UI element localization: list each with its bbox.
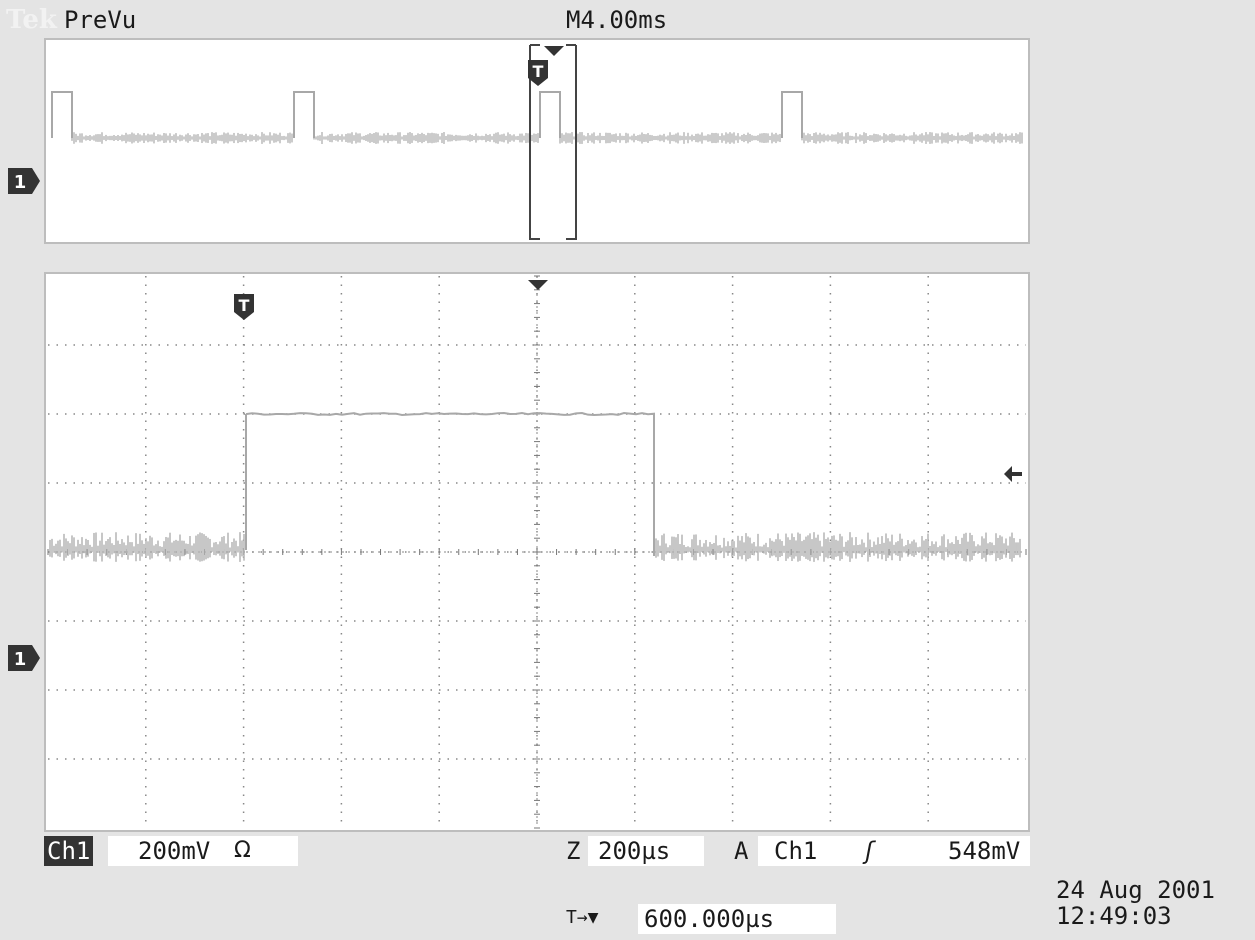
trigger-level-arrow-icon[interactable] xyxy=(1004,466,1022,482)
channel-scale-value: 200mV xyxy=(138,837,211,865)
zoom-prefix: Z xyxy=(566,837,581,865)
preview-waveform-svg xyxy=(51,44,1023,240)
timestamp-date: 24 Aug 2001 xyxy=(1056,876,1215,904)
channel-tag[interactable]: Ch1 xyxy=(44,836,94,866)
main-channel-number: 1 xyxy=(14,649,27,670)
horizontal-position-prefix-icon: T→▼ xyxy=(566,907,599,928)
graticule-grid xyxy=(47,275,1027,829)
trigger-source: Ch1 xyxy=(774,837,818,865)
brand-logo: Tek xyxy=(6,5,57,35)
channel-scale-box[interactable]: 200mV Ω xyxy=(108,836,298,866)
trigger-level-value: 548mV xyxy=(948,837,1021,865)
main-graticule-svg xyxy=(47,275,1027,829)
trigger-mode-label: A xyxy=(734,837,749,865)
zoom-timebase-box[interactable]: 200µs xyxy=(588,836,704,866)
impedance-symbol: Ω xyxy=(234,838,251,863)
horizontal-position-value: 600.000µs xyxy=(644,905,775,933)
trigger-readout-box[interactable]: Ch1 ʃ 548mV xyxy=(758,836,1030,866)
main-noise-trace xyxy=(49,532,1021,562)
preview-trigger-position-arrow xyxy=(544,46,564,56)
preview-pulse xyxy=(539,91,561,138)
timestamp-time: 12:49:03 xyxy=(1056,902,1172,930)
preview-trigger-letter: T xyxy=(533,62,544,81)
preview-pulse xyxy=(51,91,73,138)
preview-trigger-icon: T xyxy=(526,58,550,88)
preview-pulse xyxy=(781,91,803,138)
main-trigger-letter: T xyxy=(239,296,250,315)
preview-channel-1-marker[interactable]: 1 xyxy=(6,166,42,196)
main-display xyxy=(44,272,1030,832)
horizontal-position-box[interactable]: 600.000µs xyxy=(638,904,836,934)
trigger-slope-rising-icon: ʃ xyxy=(862,837,877,865)
main-trigger-icon: T xyxy=(232,292,256,322)
main-trigger-position-arrow xyxy=(528,280,548,290)
preview-pulse xyxy=(293,91,315,138)
main-pulse-trace xyxy=(245,411,655,556)
mode-label: PreVu xyxy=(64,6,137,34)
zoom-window-bracket[interactable] xyxy=(529,44,577,240)
preview-channel-number: 1 xyxy=(14,172,27,193)
main-channel-1-marker[interactable]: 1 xyxy=(6,643,42,673)
preview-noise-trace xyxy=(71,132,1023,144)
main-timebase-readout: M4.00ms xyxy=(566,6,668,34)
zoom-timebase-value: 200µs xyxy=(598,837,671,865)
preview-pulse-trace xyxy=(51,91,803,138)
